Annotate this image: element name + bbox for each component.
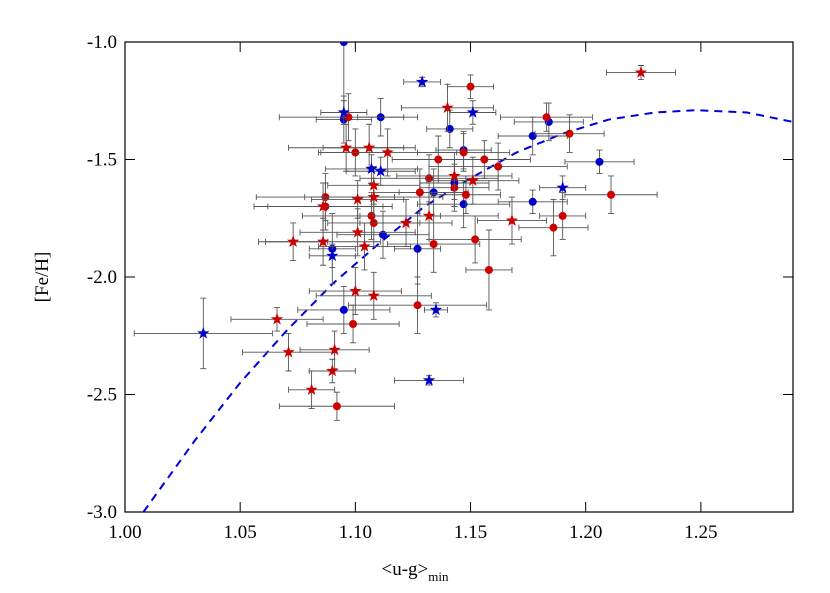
star-point [339,141,353,154]
circle-point [494,162,503,171]
y-tick-label: -3.0 [87,502,117,523]
x-tick-label: 1.05 [224,522,257,543]
circle-point [549,223,558,232]
star-point [305,383,318,396]
star-point [351,225,364,238]
y-axis-label: [Fe/H] [32,252,53,303]
circle-point [332,402,341,411]
star-point [429,303,443,316]
star-point [349,284,362,297]
circle-point [484,265,493,274]
x-tick-label: 1.25 [684,522,717,543]
circle-point [459,200,468,209]
circle-point [607,190,616,199]
star-point [466,174,479,186]
circle-point [466,82,475,91]
star-point [399,216,413,229]
plot-area [133,42,793,512]
circle-point [461,190,470,199]
circle-point [339,42,348,46]
star-point [634,66,648,78]
star-point [358,239,371,252]
star-point [270,312,284,325]
star-point [326,364,339,377]
x-axis-label-sub: min [428,569,449,584]
x-tick-label: 1.10 [339,522,372,543]
circle-point [558,211,567,220]
star-point [422,373,436,386]
star-point [374,164,387,177]
star-point [381,145,394,158]
circle-point [471,235,480,244]
fit-curve [142,109,793,512]
x-tick-label: 1.00 [108,522,141,543]
x-axis-label: <u-g>min [382,559,449,584]
circle-point [349,320,358,328]
star-point [286,235,300,248]
y-tick-label: -1.5 [87,150,117,171]
star-point [367,289,380,302]
star-point [505,214,519,226]
y-tick-label: -1.0 [87,32,117,53]
x-axis-label-main: <u-g> [382,559,429,580]
star-point [556,181,569,193]
star-point [367,178,380,191]
circle-point [528,197,537,206]
circle-point [434,155,443,164]
star-point [365,162,378,175]
star-point [316,200,330,212]
x-tick-label: 1.20 [569,522,602,543]
star-point [316,235,330,248]
star-point [441,101,454,114]
y-tick-label: -2.5 [87,385,117,406]
star-point [197,326,210,339]
circle-point [339,305,348,314]
circle-point [415,188,424,197]
y-tick-label: -2.0 [87,267,117,288]
star-point [466,106,479,118]
star-point [362,141,376,154]
star-point [448,169,461,182]
circle-point [459,148,468,157]
star-point [282,345,295,358]
circle-point [413,244,422,253]
star-point [337,106,351,118]
star-point [351,192,364,205]
circle-point [565,129,574,138]
star-point [415,75,429,88]
circle-point [429,240,438,249]
star-point [328,343,341,356]
star-point [326,249,339,262]
circle-point [595,157,604,166]
circle-point [378,230,387,239]
star-point [422,209,436,222]
star-point [367,190,380,203]
circle-point [413,301,422,310]
circle-point [542,113,551,122]
circle-point [480,155,489,164]
x-tick-label: 1.15 [454,522,487,543]
